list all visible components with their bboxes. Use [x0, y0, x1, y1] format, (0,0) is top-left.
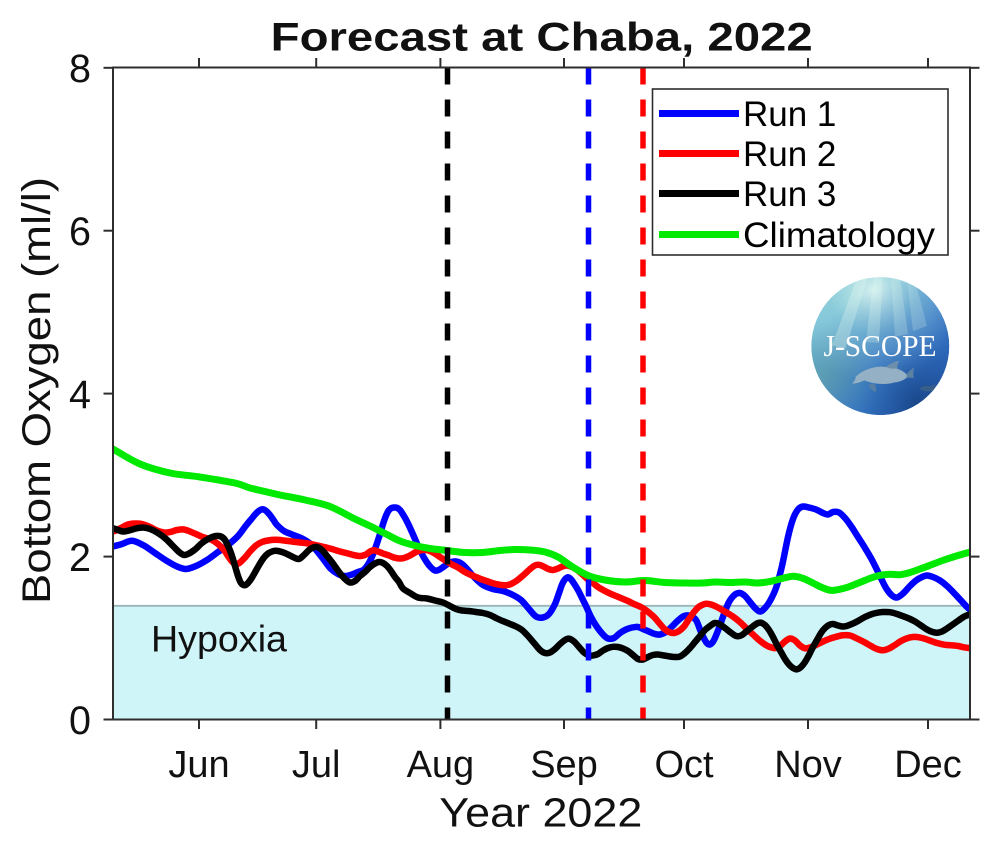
svg-text:J-SCOPE: J-SCOPE	[824, 328, 937, 363]
svg-text:6: 6	[69, 210, 91, 254]
svg-text:Climatology: Climatology	[743, 216, 936, 255]
svg-text:Forecast at Chaba, 2022: Forecast at Chaba, 2022	[271, 15, 813, 59]
svg-text:Run 1: Run 1	[743, 95, 836, 134]
svg-text:0: 0	[69, 699, 91, 743]
svg-text:Dec: Dec	[894, 744, 962, 786]
svg-text:Hypoxia: Hypoxia	[151, 619, 287, 660]
svg-text:Sep: Sep	[530, 744, 598, 786]
svg-text:Aug: Aug	[407, 744, 475, 786]
svg-text:Oct: Oct	[654, 744, 714, 786]
svg-text:8: 8	[69, 47, 91, 91]
svg-text:4: 4	[69, 373, 91, 417]
svg-text:Jun: Jun	[168, 744, 229, 786]
svg-text:Run 2: Run 2	[743, 135, 836, 174]
svg-text:Bottom Oxygen (ml/l): Bottom Oxygen (ml/l)	[15, 177, 59, 604]
svg-text:Jul: Jul	[292, 744, 341, 786]
svg-text:Year 2022: Year 2022	[439, 789, 642, 835]
svg-text:2: 2	[69, 536, 91, 580]
svg-text:Nov: Nov	[774, 744, 842, 786]
svg-text:Run 3: Run 3	[743, 175, 836, 214]
